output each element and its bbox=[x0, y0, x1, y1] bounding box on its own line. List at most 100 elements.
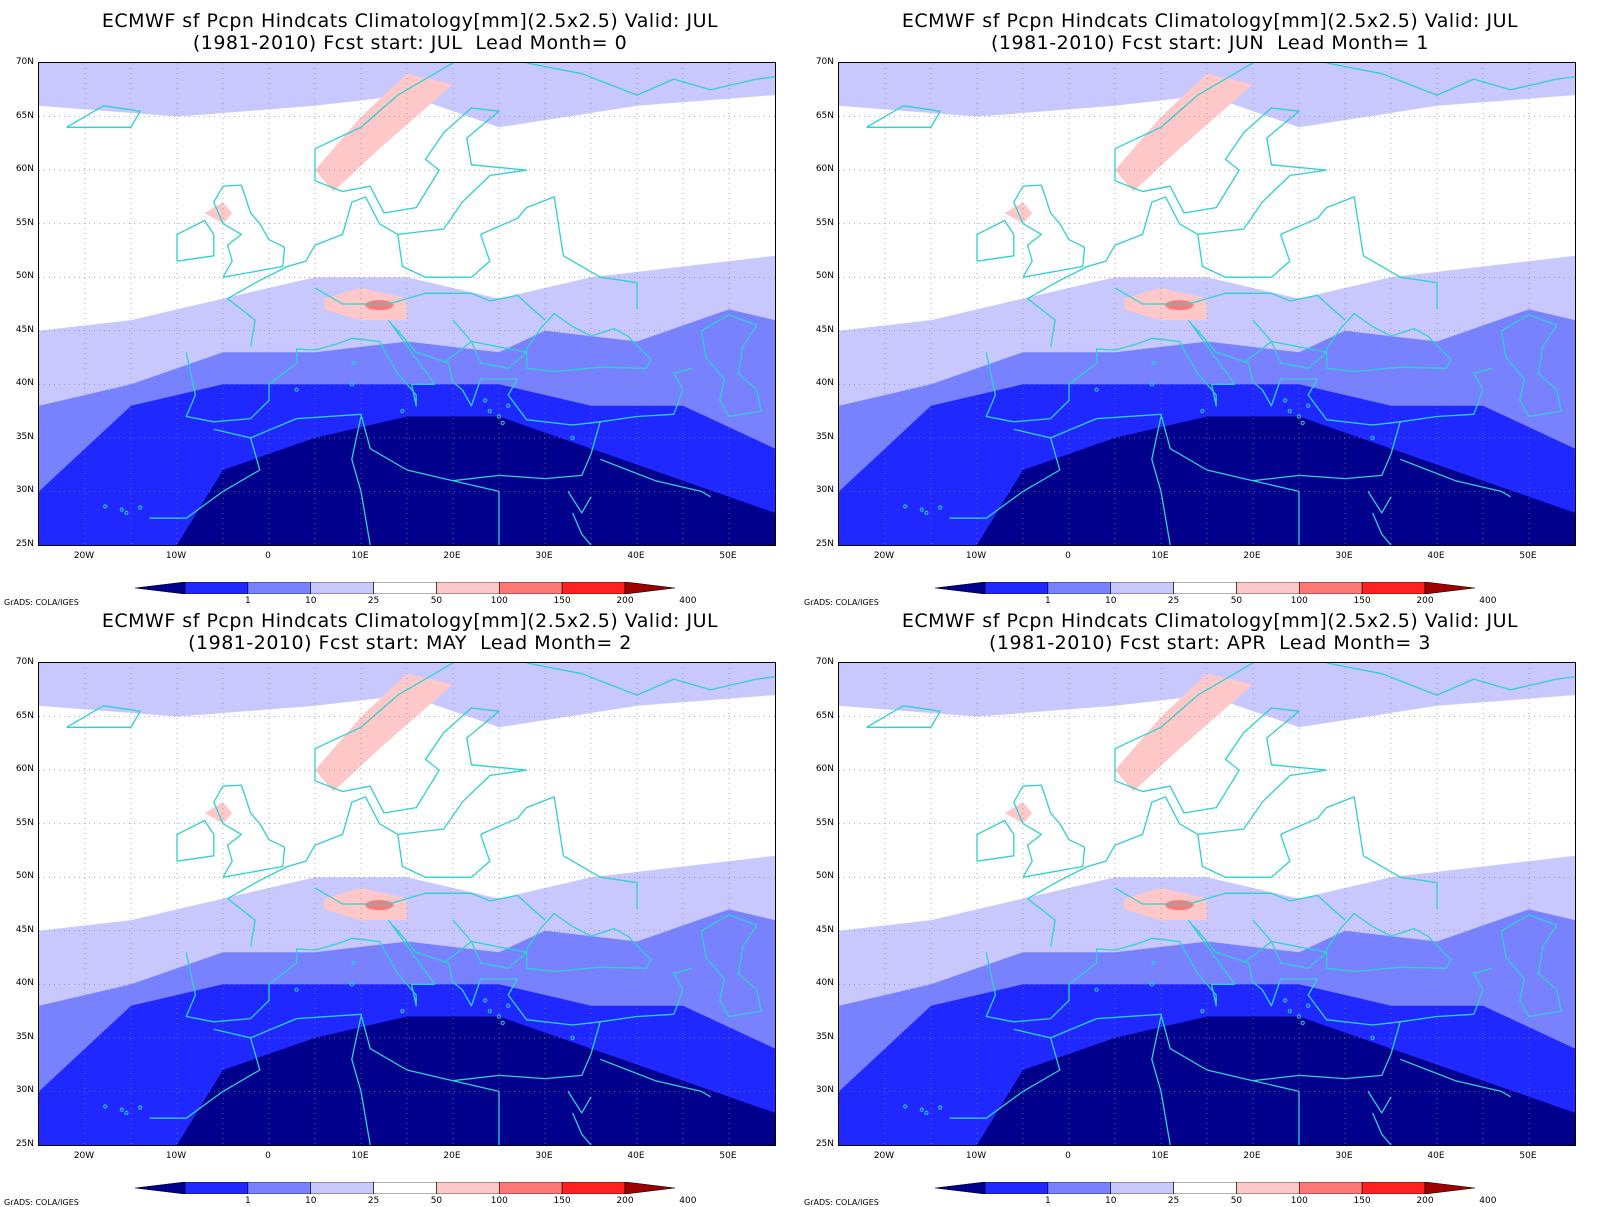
coastline bbox=[1325, 312, 1452, 373]
latitude-label: 45N bbox=[815, 324, 834, 335]
island bbox=[570, 1035, 575, 1040]
coastline bbox=[1114, 287, 1346, 321]
colorbar-label: 150 bbox=[553, 1196, 571, 1206]
precip-region-very-dry bbox=[977, 416, 1575, 545]
coastline bbox=[185, 919, 436, 1023]
island bbox=[1200, 409, 1205, 414]
coastline bbox=[213, 184, 286, 278]
coastline bbox=[599, 1058, 711, 1098]
island bbox=[1370, 1035, 1375, 1040]
colorbar-label: 200 bbox=[616, 1196, 634, 1206]
precip-region-light bbox=[839, 663, 1575, 728]
colorbar bbox=[135, 1182, 675, 1194]
colorbar-label: 1 bbox=[244, 1196, 251, 1206]
coastline bbox=[397, 234, 491, 278]
coastline bbox=[1026, 663, 1328, 947]
colorbar-arrow-high bbox=[1424, 582, 1475, 594]
coastline bbox=[1114, 887, 1346, 921]
longitude-label: 20W bbox=[73, 551, 95, 561]
panel-title-line1: ECMWF sf Pcpn Hindcats Climatology[mm](2… bbox=[101, 10, 719, 32]
colorbar-segment bbox=[498, 582, 563, 594]
island bbox=[124, 510, 129, 515]
coastline bbox=[1372, 1112, 1392, 1145]
colorbar-label: 50 bbox=[430, 1196, 443, 1206]
coastline bbox=[1326, 663, 1575, 696]
colorbar-label: 400 bbox=[679, 596, 697, 606]
map-canvas bbox=[839, 63, 1575, 545]
panel-title-line1: ECMWF sf Pcpn Hindcats Climatology[mm](2… bbox=[901, 610, 1519, 632]
colorbar-label: 100 bbox=[490, 596, 508, 606]
longitude-label: 50E bbox=[1519, 1151, 1537, 1161]
colorbar-label: 150 bbox=[1353, 596, 1371, 606]
longitude-label: 20W bbox=[873, 1151, 895, 1161]
latitude-label: 65N bbox=[815, 110, 834, 121]
latitude-label: 55N bbox=[815, 217, 834, 228]
colorbar-label: 50 bbox=[1230, 596, 1243, 606]
island bbox=[500, 420, 505, 425]
colorbar-arrow-high bbox=[624, 1182, 675, 1194]
colorbar-arrow-low bbox=[135, 1182, 186, 1194]
island bbox=[496, 1014, 502, 1019]
longitude-label: 10E bbox=[351, 551, 369, 561]
panel-title-line2: (1981-2010) Fcst start: APR Lead Month= … bbox=[989, 632, 1431, 654]
latitude-label: 70N bbox=[15, 57, 34, 67]
colorbar-segment bbox=[561, 582, 626, 594]
coastline bbox=[572, 512, 592, 545]
coastline bbox=[1252, 1080, 1300, 1145]
colorbar-label: 10 bbox=[304, 596, 317, 606]
longitude-label: 40E bbox=[627, 551, 645, 561]
colorbar-arrow-high bbox=[1424, 1182, 1475, 1194]
grads-credit: GrADS: COLA/IGES bbox=[804, 1198, 879, 1207]
panel-title-line2: (1981-2010) Fcst start: JUN Lead Month= … bbox=[991, 32, 1429, 54]
coastline bbox=[1367, 1091, 1392, 1114]
island bbox=[1149, 382, 1154, 387]
colorbar-segment bbox=[310, 582, 374, 594]
colorbar-segment bbox=[1298, 1182, 1363, 1194]
colorbar-label: 50 bbox=[1230, 1196, 1243, 1206]
colorbar-segment bbox=[1236, 1182, 1300, 1194]
island bbox=[138, 1105, 143, 1110]
island bbox=[1283, 398, 1288, 403]
latitude-label: 30N bbox=[815, 1085, 834, 1096]
latitude-label: 40N bbox=[815, 978, 834, 989]
colorbar-segment bbox=[373, 582, 437, 594]
island bbox=[1287, 409, 1292, 414]
latitude-label: 60N bbox=[815, 164, 834, 175]
coastline bbox=[525, 912, 652, 973]
coastline bbox=[397, 834, 491, 878]
coastline bbox=[700, 914, 762, 1018]
coastline bbox=[351, 416, 371, 545]
colorbar-label: 25 bbox=[1167, 1196, 1180, 1206]
coastline bbox=[1151, 1016, 1171, 1145]
island bbox=[919, 1107, 924, 1112]
coastline bbox=[600, 367, 693, 423]
colorbar-segment bbox=[436, 1182, 500, 1194]
map-canvas bbox=[39, 663, 775, 1145]
island bbox=[1283, 998, 1288, 1003]
longitude-label: 0 bbox=[1065, 551, 1071, 561]
latitude-label: 25N bbox=[15, 539, 34, 549]
island bbox=[938, 1105, 943, 1110]
latitude-label: 35N bbox=[15, 1031, 34, 1042]
coastline bbox=[1243, 919, 1328, 969]
colorbar-segment bbox=[498, 1182, 563, 1194]
precipitation-map bbox=[838, 662, 1576, 1146]
latitude-label: 25N bbox=[815, 539, 834, 549]
latitude-label: 25N bbox=[15, 1139, 34, 1149]
island bbox=[349, 982, 354, 987]
island bbox=[1306, 1003, 1311, 1008]
coastline bbox=[1151, 416, 1171, 545]
colorbar-label: 10 bbox=[1104, 596, 1117, 606]
colorbar-segment bbox=[1173, 582, 1237, 594]
colorbar bbox=[935, 582, 1475, 594]
precipitation-map bbox=[838, 62, 1576, 546]
colorbar-label: 200 bbox=[1416, 596, 1434, 606]
colorbar-label: 150 bbox=[553, 596, 571, 606]
coastline bbox=[66, 105, 141, 128]
colorbar-label: 25 bbox=[1167, 596, 1180, 606]
coastline bbox=[452, 1080, 500, 1145]
coastline bbox=[567, 1091, 592, 1114]
latitude-label: 50N bbox=[815, 871, 834, 882]
coastline bbox=[1280, 196, 1438, 310]
latitude-label: 50N bbox=[15, 871, 34, 882]
